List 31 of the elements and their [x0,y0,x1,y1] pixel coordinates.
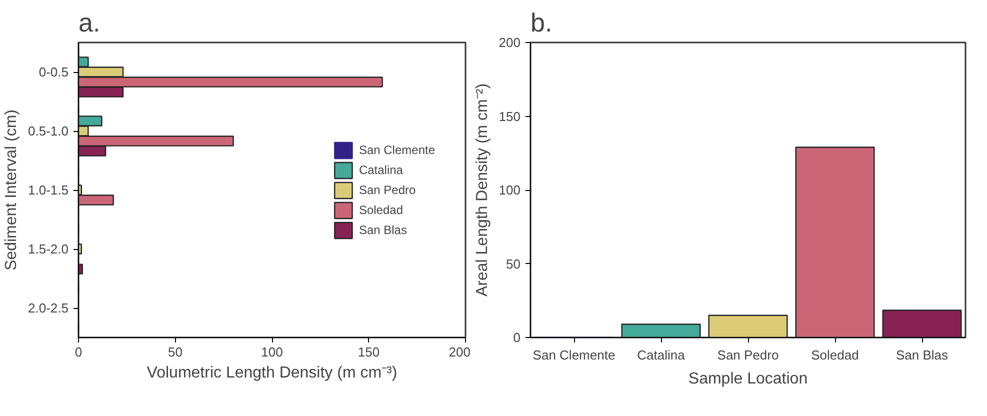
y-tick-label: 50 [506,256,521,272]
legend-label: San Pedro [358,182,416,196]
legend-label: Soledad [358,202,403,216]
y-tick-label: 0.5-1.0 [28,124,69,138]
legend-label: San Blas [358,222,407,236]
x-tick-label: 150 [358,344,380,360]
y-tick-label: 0-0.5 [38,64,69,80]
y-tick-label: 100 [498,182,521,198]
x-tick-label: 200 [448,344,471,360]
y-tick-label: 2.0-2.5 [28,300,69,316]
y-axis-title: Areal Length Density (m cm⁻²) [474,83,491,297]
x-axis-title: Sample Location [688,370,808,388]
x-tick-label: 50 [168,344,182,360]
y-tick-label: 1.5-2.0 [28,242,69,256]
chart-title: a. [78,8,100,38]
x-tick-label: Catalina [637,348,686,362]
y-tick-label: 150 [498,108,521,124]
chart-title: b. [530,8,552,38]
legend-label: San Clemente [358,142,435,156]
x-tick-label: San Clemente [532,348,616,362]
x-tick-label: San Blas [896,348,949,362]
legend-label: Catalina [358,162,403,176]
x-axis-title: Volumetric Length Density (m cm⁻³) [146,364,398,382]
y-tick-label: 200 [498,35,521,50]
x-tick-label: 100 [261,344,283,360]
y-tick-label: 1.0-1.5 [28,182,69,198]
x-tick-label: 0 [74,344,82,360]
x-tick-label: Soledad [811,348,859,362]
y-tick-label: 0 [513,330,521,345]
y-axis-title: Sediment Interval (cm) [3,110,20,270]
x-tick-label: San Pedro [717,348,779,362]
